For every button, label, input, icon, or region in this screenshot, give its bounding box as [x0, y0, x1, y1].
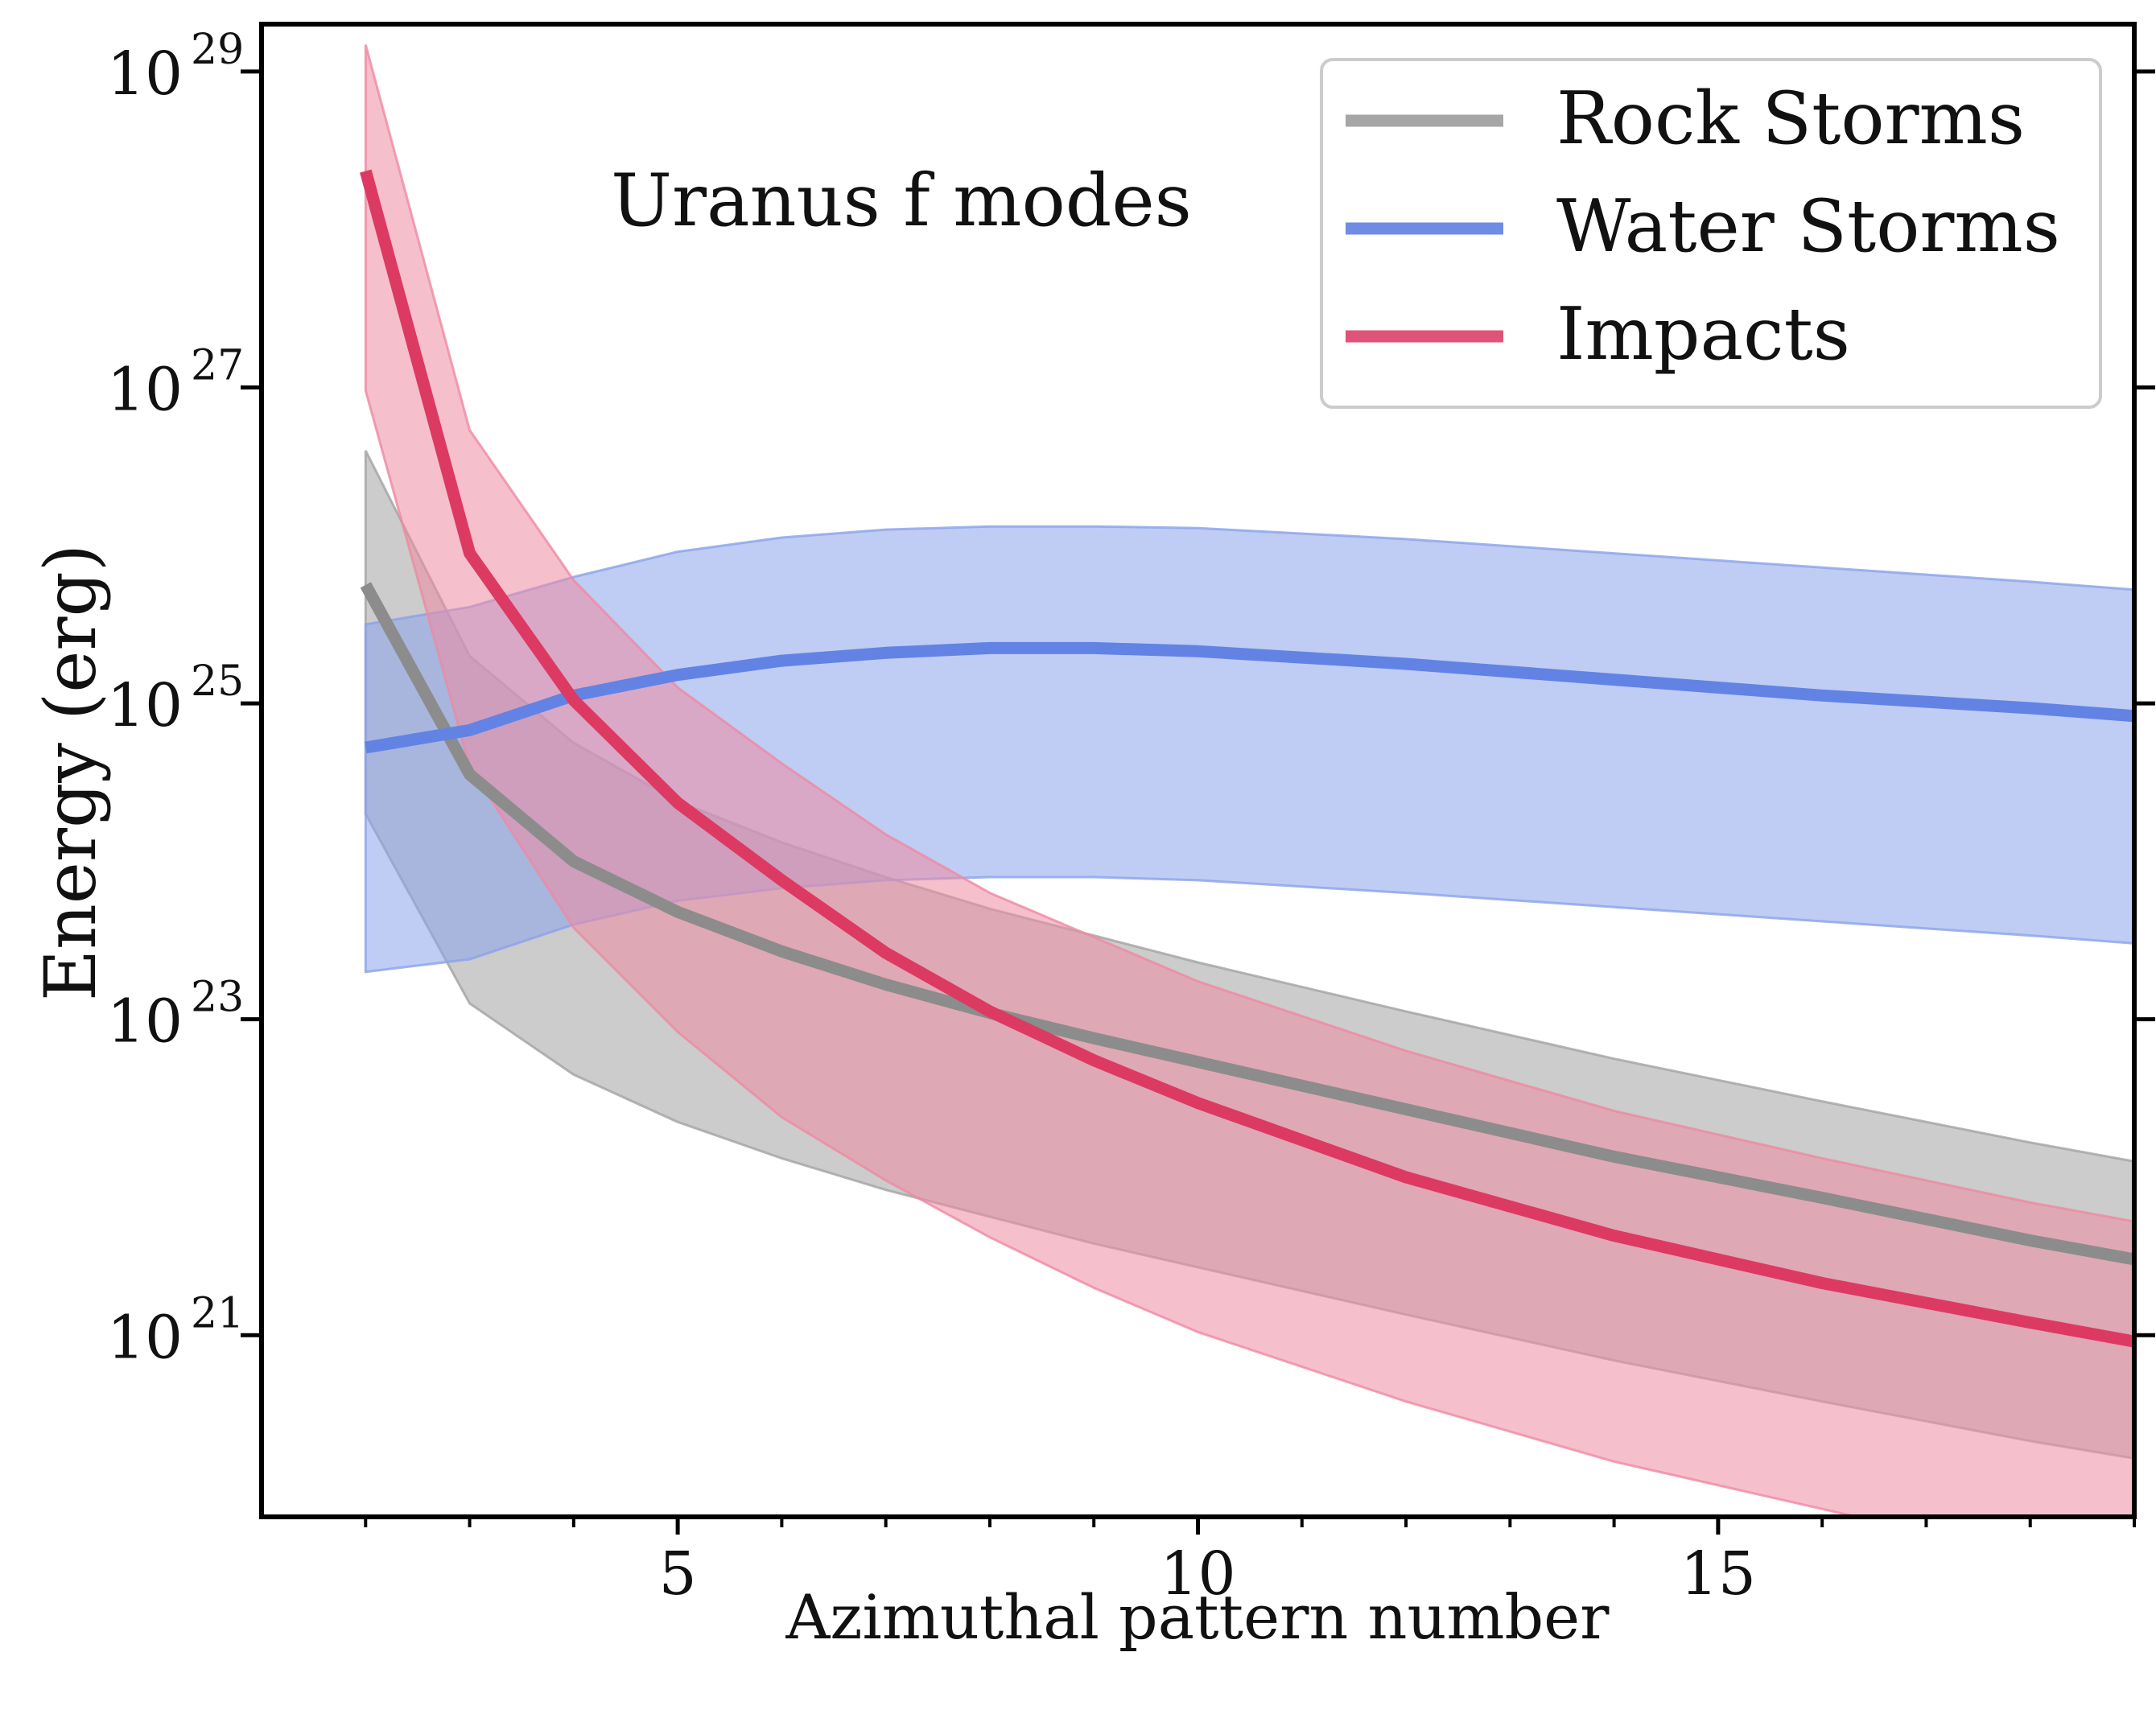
- y-tick-label: 10: [107, 987, 183, 1057]
- y-tick-label-exponent: 23: [191, 974, 244, 1022]
- legend-label-impacts: Impacts: [1556, 292, 1850, 377]
- y-tick-label: 10: [107, 1303, 183, 1372]
- legend-box: [1320, 58, 2102, 409]
- axis-labels: Azimuthal pattern number Energy (erg) Ur…: [29, 26, 1756, 1653]
- legend-label-rock-storms: Rock Storms: [1556, 76, 2025, 161]
- chart-title: Uranus f modes: [611, 159, 1192, 243]
- y-axis-label: Energy (erg): [29, 544, 112, 1001]
- y-tick-label-exponent: 21: [191, 1289, 244, 1337]
- y-tick-label: 10: [107, 355, 183, 424]
- x-tick-label: 10: [1160, 1539, 1235, 1609]
- y-tick-label: 10: [107, 39, 183, 109]
- y-tick-label-exponent: 25: [191, 657, 244, 706]
- y-tick-label-exponent: 27: [191, 341, 244, 389]
- legend-label-water-storms: Water Storms: [1556, 184, 2060, 269]
- line-water-storms: [365, 641, 2134, 754]
- line-impacts: [360, 169, 2134, 1348]
- axis-ticks: [241, 69, 2155, 1535]
- uncertainty-bands: [364, 44, 2134, 1517]
- y-tick-label-exponent: 29: [191, 26, 244, 74]
- x-tick-label: 15: [1680, 1539, 1756, 1609]
- band-impacts: [364, 44, 2134, 1517]
- series-lines: [360, 169, 2134, 1348]
- x-axis-label: Azimuthal pattern number: [785, 1581, 1610, 1653]
- line-rock-storms: [360, 582, 2134, 1266]
- x-tick-label: 5: [659, 1539, 697, 1609]
- legend: Rock Storms Water Storms Impacts: [1320, 58, 2102, 409]
- y-tick-label: 10: [107, 671, 183, 740]
